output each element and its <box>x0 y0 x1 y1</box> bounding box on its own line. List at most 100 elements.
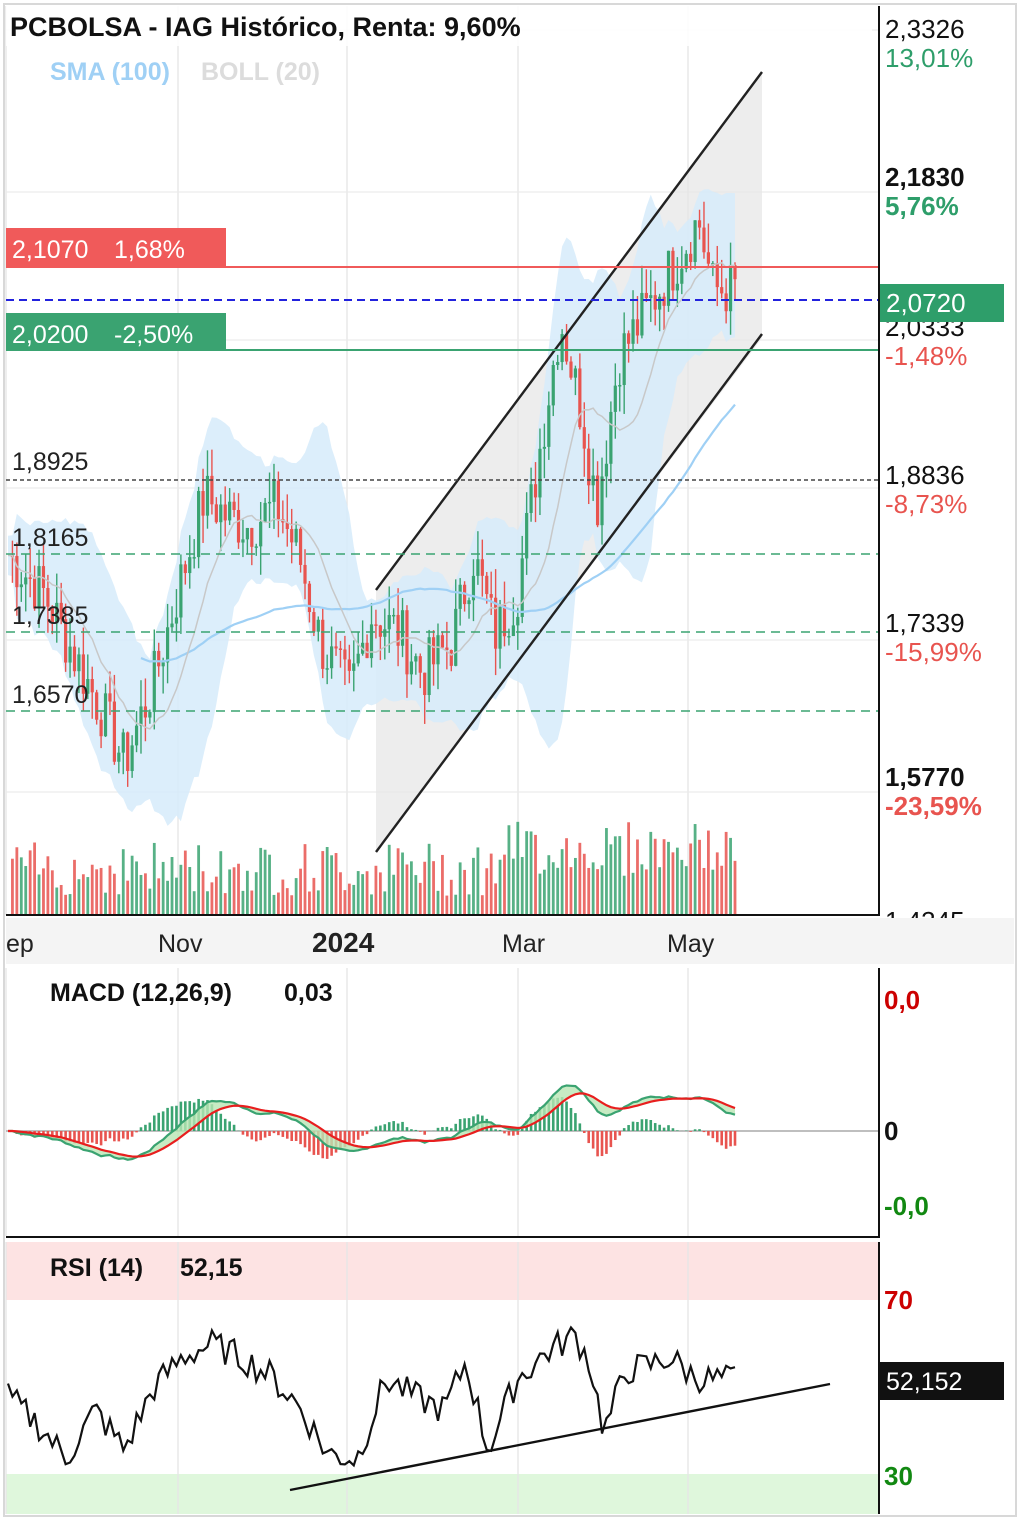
macd-hist-bar <box>405 1127 409 1131</box>
candle-body <box>108 693 112 702</box>
macd-hist-bar <box>729 1131 732 1147</box>
candle-body <box>485 575 489 595</box>
volume-bar <box>33 842 36 914</box>
sma-legend[interactable]: SMA (100) <box>50 58 170 86</box>
candle-body <box>556 362 560 366</box>
volume-bar <box>175 877 178 914</box>
candle-body <box>551 365 555 406</box>
channel-upper-line[interactable] <box>375 71 763 591</box>
candle-body <box>352 663 356 671</box>
macd-hist-bar <box>370 1129 373 1131</box>
candle-body <box>316 619 320 632</box>
macd-hist-bar <box>157 1112 161 1131</box>
candle-body <box>77 654 81 672</box>
macd-hist-bar <box>676 1130 679 1131</box>
volume-bar <box>263 849 267 914</box>
volume-bar <box>237 863 240 914</box>
macd-hist-bar <box>104 1131 107 1142</box>
rsi-current-tag[interactable] <box>880 1362 1004 1400</box>
channel-lower-line[interactable] <box>375 333 763 853</box>
candle-body <box>644 292 648 299</box>
macd-hist-bar <box>259 1131 262 1141</box>
macd-hist-bar <box>68 1131 72 1142</box>
macd-hist-bar <box>605 1131 608 1154</box>
candle-body <box>564 334 569 362</box>
volume-bar <box>183 850 187 914</box>
rsi-axis-70: 70 <box>884 1285 913 1315</box>
volume-bar <box>653 838 657 914</box>
candle-body <box>423 672 427 696</box>
macd-hist-bar <box>733 1131 737 1146</box>
macd-hist-bar <box>472 1116 475 1131</box>
volume-bar <box>409 861 413 914</box>
candle-body <box>245 527 249 540</box>
candle-body <box>179 564 183 618</box>
macd-hist-bar <box>671 1128 675 1131</box>
volume-bar <box>219 851 223 914</box>
candle-body <box>525 513 529 559</box>
candle-body <box>476 559 480 576</box>
candle-body <box>192 557 196 559</box>
resistance-value: 2,1070 <box>12 236 88 264</box>
rsi-panel: RSI (14) 52,15 70 30 52,152 <box>5 1242 1004 1514</box>
chart-title: PCBOLSA - IAG Histórico, Renta: 9,60% <box>10 12 521 42</box>
volume-bar <box>729 837 732 914</box>
macd-hist-bar <box>587 1131 591 1144</box>
volume-bar <box>188 867 192 914</box>
time-label-may: May <box>667 930 715 958</box>
candle-body <box>254 546 258 548</box>
candle-body <box>529 484 533 514</box>
macd-hist-bar <box>113 1131 116 1142</box>
volume-bar <box>707 830 710 914</box>
volume-bar <box>476 847 480 914</box>
candle-body <box>547 405 551 447</box>
macd-hist-bar <box>449 1128 453 1131</box>
time-axis: ep Nov 2024 Mar May <box>6 918 1014 964</box>
macd-hist-bar <box>410 1129 413 1131</box>
volume-bar <box>467 894 471 914</box>
volume-bar <box>427 843 431 914</box>
volume-bar <box>170 857 174 914</box>
volume-bar <box>534 834 537 914</box>
current-price-value: 2,0720 <box>886 288 966 318</box>
volume-bar <box>352 884 356 914</box>
candle-body <box>28 577 32 579</box>
macd-hist-bar <box>356 1131 360 1140</box>
candle-body <box>334 646 338 649</box>
volume-bar <box>600 865 604 914</box>
volume-bar <box>414 875 418 914</box>
candle-body <box>90 679 94 693</box>
candle-body <box>560 334 564 363</box>
candle-body <box>697 220 702 228</box>
volume-bar <box>68 894 72 914</box>
macd-hist-bar <box>228 1121 231 1131</box>
boll-legend[interactable]: BOLL (20) <box>201 58 320 86</box>
price-axis-pct-4: -15,99% <box>885 637 982 667</box>
macd-hist-bar <box>649 1120 653 1131</box>
rsi-trendline[interactable] <box>289 1382 831 1492</box>
volume-bar <box>281 879 285 914</box>
volume-bar <box>214 876 218 914</box>
support-pct: -2,50% <box>114 321 193 349</box>
resistance-tag[interactable] <box>6 228 226 266</box>
macd-hist-bar <box>547 1102 551 1131</box>
support-tag[interactable] <box>6 313 226 351</box>
volume-bar <box>627 822 631 914</box>
current-price-tag[interactable] <box>880 284 1004 322</box>
rsi-oversold-zone <box>6 1474 878 1514</box>
candle-body <box>112 701 116 762</box>
candle-body <box>81 654 85 694</box>
candle-body <box>396 614 400 646</box>
candle-body <box>702 227 706 253</box>
macd-hist-bar <box>600 1131 604 1157</box>
volume-bar <box>454 894 458 914</box>
macd-hist-bar <box>374 1126 378 1131</box>
level-label-2: 1,8165 <box>12 524 88 552</box>
candle-body <box>591 475 595 486</box>
candle-body <box>573 368 578 378</box>
macd-hist-bar <box>144 1124 147 1131</box>
volume-bar <box>609 844 613 914</box>
volume-bar <box>228 869 232 914</box>
macd-hist-bar <box>445 1126 449 1131</box>
candle-body <box>387 614 391 630</box>
